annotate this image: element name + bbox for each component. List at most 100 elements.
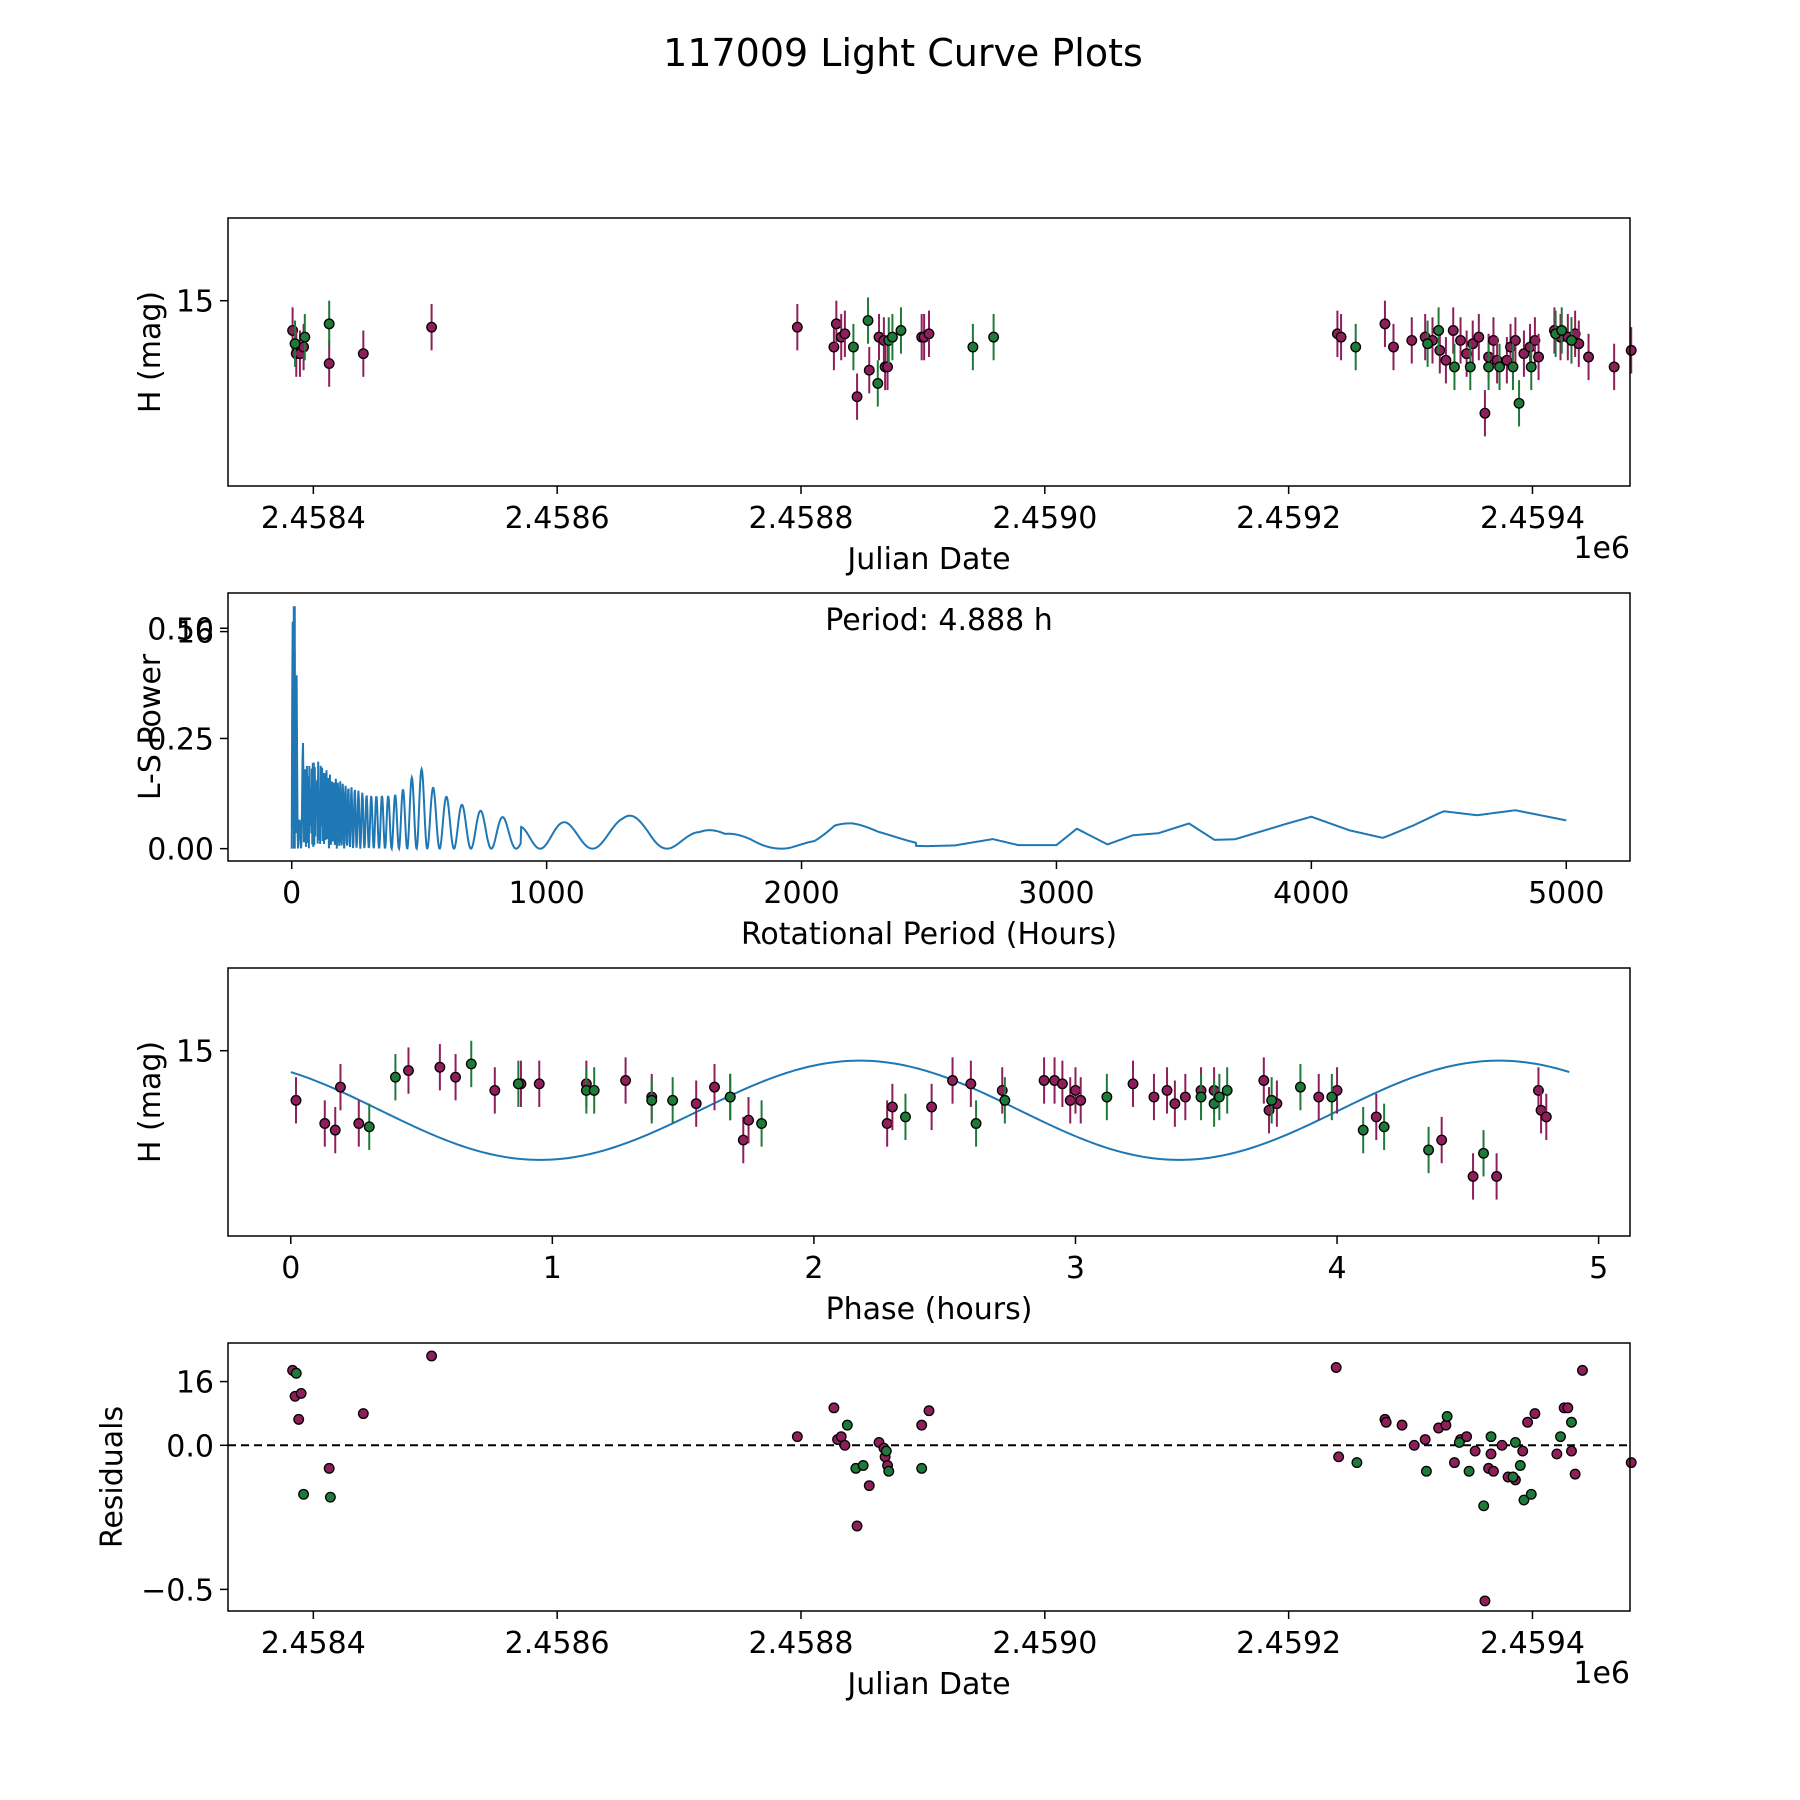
data-point bbox=[851, 1520, 863, 1532]
data-point bbox=[791, 321, 803, 333]
x-tick-label: 5 bbox=[1589, 1251, 1608, 1286]
y-tick-label: 0.50 bbox=[147, 612, 214, 647]
data-point bbox=[1473, 331, 1485, 343]
data-point bbox=[857, 1460, 869, 1471]
data-point bbox=[512, 1078, 524, 1090]
data-point bbox=[923, 1405, 935, 1417]
data-point bbox=[434, 1061, 446, 1073]
data-point bbox=[1441, 1411, 1453, 1422]
data-point bbox=[1408, 1439, 1420, 1451]
data-point bbox=[1070, 1084, 1081, 1096]
x-tick-label: 1 bbox=[543, 1251, 562, 1286]
y-tick-label: 15 bbox=[176, 1035, 214, 1070]
y-axis-label: Residuals bbox=[95, 1406, 130, 1548]
data-point bbox=[886, 1101, 898, 1113]
data-point bbox=[1326, 1091, 1338, 1103]
x-tick-label: 4 bbox=[1327, 1251, 1346, 1286]
axes-frame bbox=[227, 1342, 1631, 1612]
y-tick-label: 16 bbox=[176, 1366, 214, 1401]
y-tick-label: 0.25 bbox=[147, 722, 214, 757]
data-point bbox=[1453, 1436, 1465, 1448]
data-point bbox=[847, 341, 859, 353]
data-point bbox=[916, 1419, 928, 1431]
data-point bbox=[646, 1094, 658, 1106]
panel-phase-fold: 0 1 2 3 4 5 16 15 Phase (hours) H (mag) bbox=[133, 967, 1631, 1401]
series-filter-2 bbox=[363, 1040, 1489, 1177]
data-point bbox=[1433, 325, 1445, 336]
data-point bbox=[1161, 1084, 1173, 1096]
x-tick-label: 2.4594 bbox=[1480, 1626, 1585, 1661]
data-point bbox=[1169, 1098, 1181, 1110]
data-point bbox=[1501, 354, 1513, 366]
data-point bbox=[1583, 351, 1594, 363]
data-point bbox=[1370, 1111, 1382, 1123]
data-point bbox=[1350, 341, 1362, 353]
data-point bbox=[1447, 325, 1459, 336]
panel-light-curve: 2.4584 2.4586 2.4588 2.4590 2.4592 2.4594 16 15… bbox=[133, 217, 1637, 651]
data-point bbox=[1378, 1121, 1390, 1133]
data-point bbox=[1467, 1170, 1479, 1182]
data-point bbox=[319, 1118, 331, 1129]
data-point bbox=[620, 1075, 632, 1086]
data-point bbox=[403, 1065, 414, 1077]
data-point bbox=[1330, 1362, 1342, 1373]
data-point bbox=[970, 1118, 982, 1129]
data-point bbox=[880, 1445, 892, 1457]
data-point bbox=[1566, 1445, 1577, 1457]
axes-frame bbox=[227, 967, 1631, 1237]
period-annotation: Period: 4.888 h bbox=[825, 603, 1053, 638]
x-tick-label: 2.4592 bbox=[1236, 501, 1341, 536]
data-point bbox=[1148, 1091, 1160, 1103]
x-tick-label: 0 bbox=[282, 876, 301, 911]
data-point bbox=[1056, 1078, 1068, 1090]
data-point bbox=[357, 1408, 369, 1420]
data-point bbox=[1463, 1465, 1475, 1477]
data-point bbox=[1566, 1416, 1577, 1428]
data-point bbox=[1514, 1460, 1526, 1471]
data-point bbox=[1179, 1091, 1191, 1103]
data-point bbox=[588, 1084, 600, 1096]
x-tick-label: 2000 bbox=[763, 876, 839, 911]
data-point bbox=[851, 391, 863, 403]
data-point bbox=[1566, 334, 1577, 346]
data-point bbox=[863, 364, 875, 376]
data-point bbox=[709, 1081, 720, 1093]
data-point bbox=[1488, 334, 1499, 346]
data-point bbox=[1488, 1465, 1499, 1477]
data-point bbox=[1522, 1416, 1534, 1428]
data-point bbox=[1507, 361, 1519, 373]
x-tick-label: 3 bbox=[1066, 1251, 1085, 1286]
data-point bbox=[1333, 1451, 1345, 1463]
data-point bbox=[1436, 1134, 1448, 1146]
y-tick-label: 15 bbox=[176, 285, 214, 320]
data-point bbox=[389, 1071, 401, 1083]
series-filter-2 bbox=[289, 297, 1577, 427]
x-offset-text: 1e6 bbox=[1573, 1656, 1630, 1691]
y-tick-label: −0.5 bbox=[141, 1573, 214, 1608]
data-point bbox=[1461, 1431, 1473, 1443]
data-point bbox=[1478, 1500, 1490, 1512]
data-point bbox=[1479, 407, 1491, 419]
panel-residuals: 2.4584 2.4586 2.4588 2.4590 2.4592 2.4594 0.0 −… bbox=[95, 1342, 1637, 1702]
y-axis-label: H (mag) bbox=[133, 291, 168, 413]
data-point bbox=[1518, 1494, 1530, 1506]
data-point bbox=[895, 325, 907, 336]
data-point bbox=[1469, 1445, 1481, 1457]
data-point bbox=[426, 321, 438, 333]
data-point bbox=[1529, 1408, 1541, 1420]
data-point bbox=[863, 1480, 875, 1492]
data-point bbox=[1517, 1445, 1529, 1457]
data-point bbox=[329, 1124, 341, 1136]
x-axis-label: Julian Date bbox=[845, 542, 1010, 577]
data-point bbox=[923, 328, 935, 340]
x-tick-label: 2.4590 bbox=[992, 501, 1097, 536]
data-point bbox=[1388, 341, 1399, 353]
data-point bbox=[1064, 1094, 1076, 1106]
figure-title: 117009 Light Curve Plots bbox=[663, 31, 1143, 75]
data-point bbox=[489, 1084, 501, 1096]
data-point bbox=[1335, 331, 1347, 343]
data-point bbox=[363, 1121, 375, 1133]
data-point bbox=[1195, 1091, 1207, 1103]
data-point bbox=[1406, 334, 1418, 346]
data-point bbox=[1380, 1416, 1392, 1428]
